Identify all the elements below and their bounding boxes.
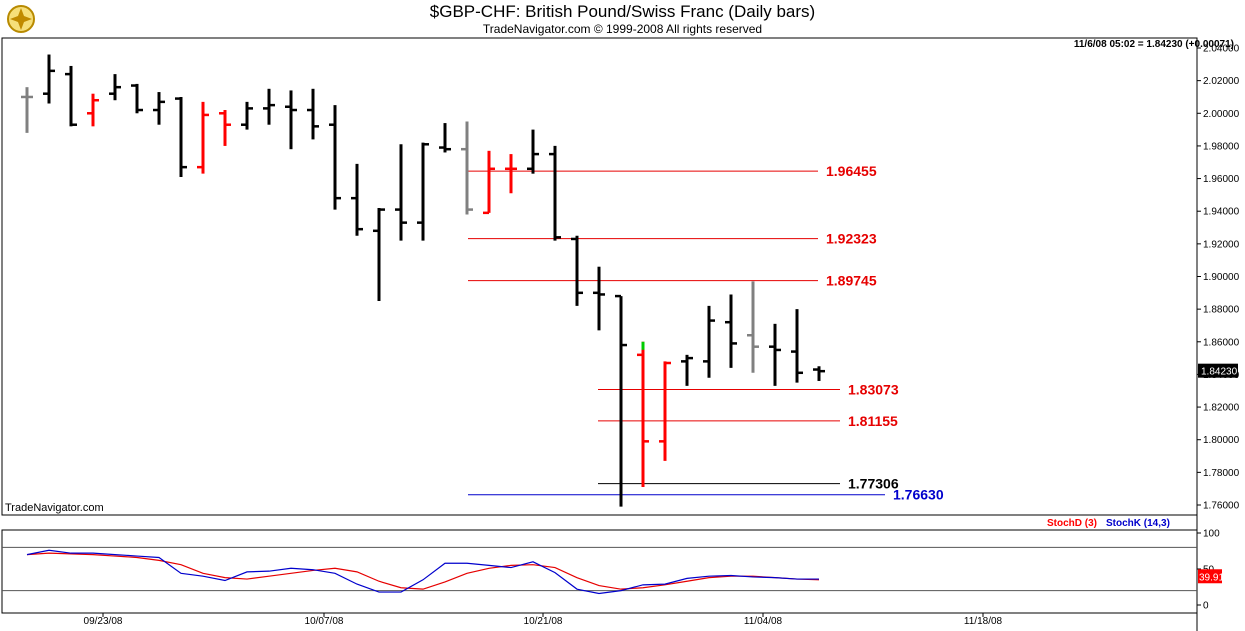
level-label: 1.92323	[826, 231, 877, 247]
ohlc-bar	[461, 121, 473, 215]
ohlc-bar	[263, 88, 275, 125]
price-tick-label: 1.94000	[1203, 207, 1240, 218]
price-tick-label: 1.90000	[1203, 272, 1240, 283]
ohlc-bar	[637, 341, 649, 488]
date-tick-label: 10/07/08	[305, 616, 344, 627]
quote-readout: 11/6/08 05:02 = 1.84230 (+0.00071)	[1074, 39, 1234, 50]
ohlc-bar	[791, 309, 803, 383]
price-tick-label: 1.88000	[1203, 305, 1240, 316]
stoch-last-label: 39.91	[1199, 572, 1224, 583]
price-tick-label: 2.02000	[1203, 76, 1240, 87]
price-tick-label: 1.98000	[1203, 141, 1240, 152]
ohlc-bar	[747, 281, 759, 373]
ohlc-bar	[659, 361, 671, 461]
ohlc-bar	[241, 101, 253, 130]
ohlc-bar	[21, 87, 33, 133]
watermark-text: TradeNavigator.com	[5, 502, 104, 514]
legend-stochd: StochD (3)	[1047, 518, 1097, 529]
date-tick-label: 10/21/08	[524, 616, 563, 627]
date-axis: 09/23/08 10/07/08 10/21/08 11/04/08 11/18/08	[84, 613, 1003, 627]
ohlc-bar	[87, 93, 99, 127]
last-price-box	[1198, 363, 1238, 378]
ohlc-bar	[65, 65, 77, 127]
ohlc-bar	[307, 88, 319, 140]
ohlc-bar	[703, 305, 715, 378]
ohlc-bar	[109, 74, 121, 101]
ohlc-bar	[351, 163, 363, 236]
stochastic-panel: StochD (3)StochK (14,3)10050039.91	[2, 518, 1224, 612]
ohlc-bar	[813, 366, 825, 381]
price-tick-label: 1.80000	[1203, 435, 1240, 446]
title-bar: $GBP-CHF: British Pound/Swiss Franc (Dai…	[0, 0, 1245, 38]
date-tick-label: 09/23/08	[84, 616, 123, 627]
price-axis: 2.04000 2.02000 2.00000 1.98000 1.96000 1.940…	[1197, 44, 1240, 512]
stoch-legend-strip	[0, 516, 1245, 530]
ohlc-bar	[769, 323, 781, 386]
ohlc-bar	[483, 150, 495, 215]
ohlc-bar	[527, 129, 539, 174]
price-tick-label: 2.04000	[1203, 44, 1240, 55]
price-tick-label: 1.86000	[1203, 337, 1240, 348]
last-price-label: 1.84230	[1201, 367, 1238, 378]
ohlc-bar	[329, 105, 341, 210]
level-label: 1.77306	[848, 476, 899, 492]
ohlc-bar	[549, 145, 561, 241]
date-tick-label: 11/18/08	[964, 616, 1003, 627]
ohlc-bar	[153, 92, 165, 125]
ohlc-bar	[175, 96, 187, 177]
copyright-subtitle: TradeNavigator.com © 1999-2008 All right…	[482, 22, 763, 36]
price-tick-label: 1.82000	[1203, 403, 1240, 414]
ohlc-bar	[373, 207, 385, 301]
ohlc-bar	[681, 354, 693, 386]
ohlc-bar	[43, 54, 55, 104]
level-label: 1.81155	[848, 413, 898, 429]
stoch-panel-border	[1, 529, 1198, 614]
ohlc-bar	[725, 294, 737, 368]
fib-levels: 1.96455 1.92323 1.89745 1.83073 1.81155 1.773…	[468, 163, 944, 503]
stoch-tick-label: 100	[1203, 529, 1220, 540]
ohlc-bar	[571, 235, 583, 306]
level-label: 1.89745	[826, 273, 877, 289]
stoch-tick-label: 0	[1203, 601, 1209, 612]
level-label: 1.96455	[826, 163, 877, 179]
level-label: 1.83073	[848, 382, 899, 398]
ohlc-bar	[395, 144, 407, 241]
ohlc-bar	[417, 142, 429, 241]
ohlc-bar	[593, 266, 605, 331]
price-tick-label: 1.78000	[1203, 468, 1240, 479]
chart-title: $GBP-CHF: British Pound/Swiss Franc (Dai…	[429, 2, 816, 21]
level-label: 1.76630	[893, 487, 944, 503]
price-tick-label: 1.76000	[1203, 501, 1240, 512]
ohlc-bar	[197, 101, 209, 174]
ohlc-bar	[285, 90, 297, 150]
trade-navigator-logo-icon	[7, 5, 35, 33]
price-tick-label: 2.00000	[1203, 109, 1240, 120]
ohlc-bar	[131, 83, 143, 114]
stoch-series-line	[26, 549, 819, 595]
ohlc-bar	[219, 110, 231, 146]
price-tick-label: 1.96000	[1203, 174, 1240, 185]
legend-stochk: StochK (14,3)	[1106, 518, 1170, 529]
price-tick-label: 1.92000	[1203, 239, 1240, 250]
ohlc-bar	[505, 154, 517, 194]
ohlc-bar	[439, 123, 451, 153]
ohlc-bar	[615, 294, 627, 507]
stoch-last-box	[1198, 569, 1222, 584]
price-bars	[21, 54, 825, 507]
date-tick-label: 11/04/08	[744, 616, 783, 627]
stoch-series-line	[26, 552, 820, 590]
